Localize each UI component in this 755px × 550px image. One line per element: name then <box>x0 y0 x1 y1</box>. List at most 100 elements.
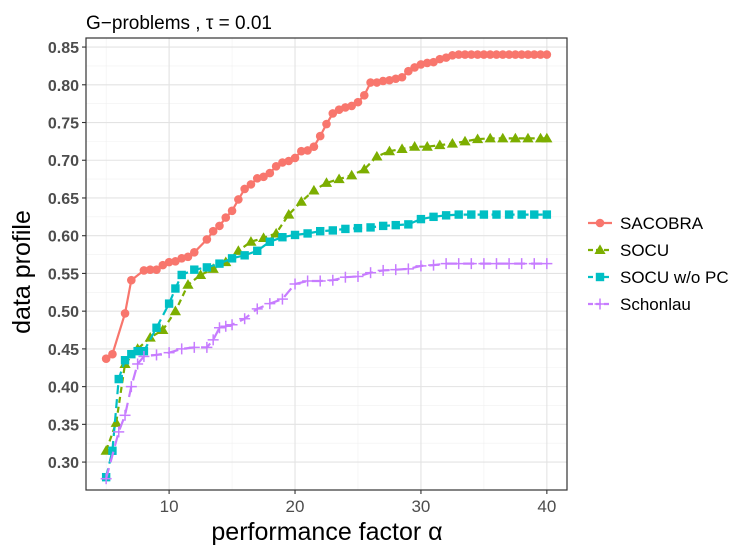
data-point <box>308 184 320 195</box>
data-point <box>240 251 249 260</box>
data-point <box>101 354 111 364</box>
legend-key-marker <box>595 218 605 228</box>
data-point <box>303 146 312 155</box>
data-point <box>352 270 364 282</box>
data-point <box>402 263 414 275</box>
data-point <box>429 212 438 222</box>
x-tick-label: 10 <box>160 497 179 516</box>
data-point <box>320 177 333 187</box>
data-point <box>441 211 451 220</box>
data-point <box>479 50 489 59</box>
data-point <box>177 270 186 280</box>
y-tick-label: 0.65 <box>48 191 79 208</box>
data-point <box>132 358 144 370</box>
data-point <box>353 223 363 233</box>
data-point <box>215 221 224 231</box>
data-point <box>378 221 388 231</box>
data-point <box>328 226 337 235</box>
data-point <box>245 236 257 246</box>
legend-item-socu-w-o-pc: SOCU w/o PC <box>588 268 729 287</box>
series-socu-w-o-pc <box>101 210 552 482</box>
data-point <box>240 184 249 194</box>
legend-key-marker <box>594 298 606 310</box>
data-point <box>190 265 199 274</box>
data-point <box>366 78 375 87</box>
legend-label: SOCU w/o PC <box>620 268 729 287</box>
data-point <box>108 446 117 455</box>
data-point <box>378 76 388 86</box>
data-point <box>114 374 123 384</box>
data-point <box>188 341 200 353</box>
data-point <box>182 279 194 289</box>
data-point <box>396 143 408 153</box>
data-point <box>484 132 496 143</box>
data-point <box>221 213 231 222</box>
data-point <box>309 142 319 151</box>
data-point <box>194 269 207 279</box>
y-tick-label: 0.30 <box>48 455 79 472</box>
data-point <box>415 260 427 272</box>
data-point <box>108 349 117 359</box>
data-point <box>163 347 175 359</box>
data-point <box>226 319 238 331</box>
data-point <box>303 229 312 238</box>
y-tick-label: 0.70 <box>48 153 79 170</box>
data-point <box>422 58 432 68</box>
data-point <box>467 50 476 59</box>
data-point <box>358 163 370 174</box>
data-point <box>227 206 237 216</box>
x-tick-label: 40 <box>537 497 556 516</box>
x-tick-label: 20 <box>286 497 305 516</box>
data-point <box>208 226 218 236</box>
data-point <box>529 50 539 59</box>
data-point <box>504 50 514 59</box>
data-point <box>151 349 163 361</box>
data-point <box>454 210 463 219</box>
data-point <box>189 248 199 257</box>
data-point <box>517 50 526 59</box>
data-point <box>127 349 136 359</box>
data-point <box>164 299 174 308</box>
data-point <box>213 322 225 334</box>
data-point <box>522 132 534 143</box>
data-point <box>391 220 400 230</box>
series-layer <box>100 50 553 485</box>
data-point <box>371 150 383 161</box>
data-point <box>542 210 552 219</box>
data-point <box>316 226 325 236</box>
data-point <box>530 210 539 219</box>
data-point <box>227 254 237 263</box>
data-point <box>390 264 402 276</box>
data-point <box>366 223 375 232</box>
data-point <box>404 66 413 76</box>
data-point <box>409 141 421 151</box>
y-axis: 0.30 0.35 0.40 0.45 0.50 0.55 0.60 0.65 0.70 0.75… <box>48 40 86 472</box>
legend-item-socu: SOCU <box>588 241 669 260</box>
data-point <box>492 50 501 59</box>
plot-border <box>85 37 568 491</box>
y-tick-label: 0.50 <box>48 304 79 321</box>
series-socu <box>100 132 553 455</box>
y-tick-label: 0.55 <box>48 266 79 283</box>
data-point <box>125 381 137 393</box>
data-point <box>110 417 122 427</box>
data-point <box>511 50 520 59</box>
data-point <box>264 298 276 310</box>
data-point <box>283 208 295 219</box>
data-point <box>467 210 476 219</box>
data-point <box>265 237 275 246</box>
data-point <box>215 259 224 268</box>
y-tick-label: 0.35 <box>48 417 79 434</box>
data-point <box>397 72 407 82</box>
data-point <box>416 214 426 224</box>
data-point <box>446 138 459 148</box>
data-point <box>485 50 495 59</box>
data-point <box>113 426 125 438</box>
legend: SACOBRA SOCU SOCU w/o PC Schonlau <box>588 214 729 314</box>
data-point <box>541 132 553 143</box>
data-point <box>478 258 490 270</box>
chart-title: G−problems , τ = 0.01 <box>86 13 272 34</box>
data-point <box>359 91 369 100</box>
data-point <box>152 323 161 332</box>
